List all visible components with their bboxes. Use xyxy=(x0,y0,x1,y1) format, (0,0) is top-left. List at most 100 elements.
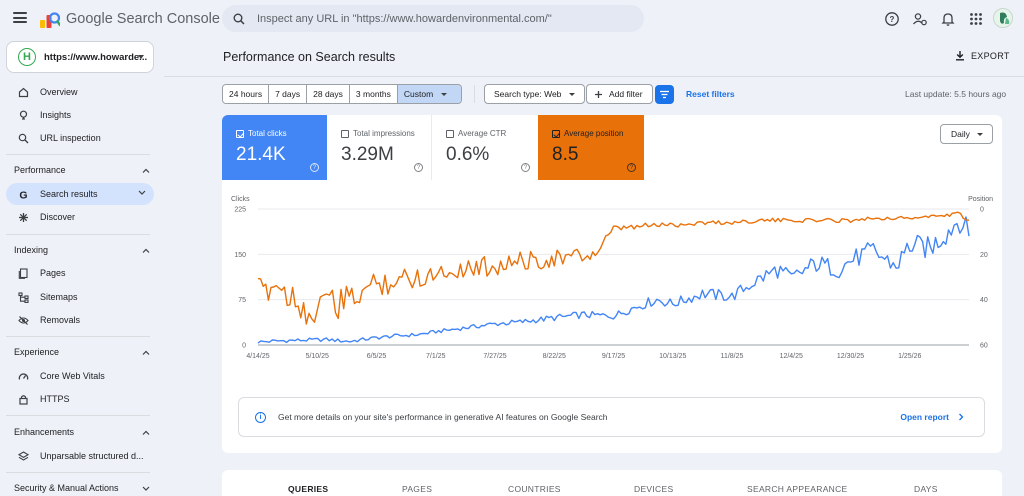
series-line-position xyxy=(257,211,970,325)
download-icon xyxy=(956,51,964,61)
dimension-tabs-card: QUERIES PAGES COUNTRIES DEVICES SEARCH A… xyxy=(222,470,1002,496)
y-right-tick-label: 0 xyxy=(980,207,984,214)
sidebar-item-label: Unparsable structured d... xyxy=(40,451,144,461)
y-left-axis-label: Clicks xyxy=(231,196,250,203)
sidebar-item-discover[interactable]: Discover xyxy=(6,206,154,228)
sidebar: H https://www.howarde... Overview Insigh… xyxy=(0,38,164,496)
x-tick-label: 6/5/25 xyxy=(367,353,387,360)
sidebar-item-overview[interactable]: Overview xyxy=(6,81,154,103)
metric-total-impressions[interactable]: Total impressions 3.29M ? xyxy=(327,115,432,180)
add-filter-label: Add filter xyxy=(609,89,643,99)
x-tick-label: 4/14/25 xyxy=(246,353,269,360)
sidebar-item-label: Insights xyxy=(40,110,72,120)
section-security-manual-actions[interactable]: Security & Manual Actions xyxy=(14,480,150,496)
url-inspect-search[interactable] xyxy=(222,5,644,32)
x-tick-label: 1/25/26 xyxy=(898,353,921,360)
help-icon[interactable]: ? xyxy=(414,163,423,172)
page-title: Performance on Search results xyxy=(223,50,396,64)
open-report-label: Open report xyxy=(900,412,949,422)
tab-countries[interactable]: COUNTRIES xyxy=(508,484,561,494)
range-28-days[interactable]: 28 days xyxy=(307,85,350,103)
section-indexing[interactable]: Indexing xyxy=(14,242,150,258)
help-icon[interactable]: ? xyxy=(310,163,319,172)
reset-filters-link[interactable]: Reset filters xyxy=(686,89,735,99)
filter-list-icon xyxy=(660,90,669,99)
sidebar-item-label: Pages xyxy=(40,268,66,278)
range-3-months[interactable]: 3 months xyxy=(349,85,398,103)
tab-days[interactable]: DAYS xyxy=(914,484,938,494)
visibility-off-icon xyxy=(17,314,29,326)
manage-users-icon[interactable] xyxy=(912,11,928,27)
metric-average-ctr[interactable]: Average CTR 0.6% ? xyxy=(432,115,538,180)
search-icon xyxy=(233,13,245,25)
sidebar-item-sitemaps[interactable]: Sitemaps xyxy=(6,286,154,308)
notifications-bell-icon[interactable] xyxy=(940,11,956,27)
x-tick-label: 7/27/25 xyxy=(483,353,506,360)
sidebar-item-pages[interactable]: Pages xyxy=(6,262,154,284)
metric-average-position[interactable]: Average position 8.5 ? xyxy=(538,115,644,180)
x-tick-label: 5/10/25 xyxy=(306,353,329,360)
tab-devices[interactable]: DEVICES xyxy=(634,484,674,494)
tab-pages[interactable]: PAGES xyxy=(402,484,433,494)
menu-icon[interactable] xyxy=(13,12,27,23)
export-button[interactable]: EXPORT xyxy=(955,50,1010,61)
performance-card: Total clicks 21.4K ? Total impressions 3… xyxy=(222,115,1002,453)
apps-grid-icon[interactable] xyxy=(968,11,984,27)
range-custom[interactable]: Custom xyxy=(397,85,462,103)
help-icon[interactable]: ? xyxy=(627,163,636,172)
sidebar-item-unparsable-structured-data[interactable]: Unparsable structured d... xyxy=(6,445,154,467)
top-bar: Google Search Console ? xyxy=(0,0,1024,38)
x-tick-label: 10/13/25 xyxy=(659,353,686,360)
search-console-logo-icon xyxy=(40,12,60,28)
metric-total-clicks[interactable]: Total clicks 21.4K ? xyxy=(222,115,327,180)
y-left-tick-label: 150 xyxy=(234,252,246,259)
sidebar-divider xyxy=(6,234,150,235)
checkbox-unchecked-icon[interactable] xyxy=(446,129,454,138)
url-inspect-input[interactable] xyxy=(257,12,637,25)
open-report-link[interactable]: Open report xyxy=(900,412,964,422)
checkbox-checked-icon[interactable] xyxy=(236,129,244,138)
y-left-tick-label: 75 xyxy=(238,297,246,304)
sidebar-divider xyxy=(6,415,150,416)
sidebar-item-url-inspection[interactable]: URL inspection xyxy=(6,127,154,149)
metric-label: Average position xyxy=(564,129,624,138)
search-icon xyxy=(17,132,29,144)
section-experience[interactable]: Experience xyxy=(14,344,150,360)
property-selector[interactable]: H https://www.howarde... xyxy=(6,41,154,73)
checkbox-checked-icon[interactable] xyxy=(552,129,560,138)
section-performance[interactable]: Performance xyxy=(14,162,150,178)
sidebar-item-core-web-vitals[interactable]: Core Web Vitals xyxy=(6,365,154,387)
metric-label: Total clicks xyxy=(248,129,287,138)
export-label: EXPORT xyxy=(971,50,1010,61)
sidebar-item-search-results[interactable]: G Search results xyxy=(6,183,154,205)
granularity-label: Daily xyxy=(951,129,970,139)
add-filter-button[interactable]: Add filter xyxy=(586,84,653,104)
range-7-days[interactable]: 7 days xyxy=(269,85,308,103)
metric-label-row: Average position xyxy=(552,129,623,138)
account-avatar[interactable] xyxy=(993,8,1013,28)
help-icon[interactable]: ? xyxy=(884,11,900,27)
section-title: Indexing xyxy=(14,245,49,255)
chevron-up-icon xyxy=(142,168,150,173)
help-icon[interactable]: ? xyxy=(521,163,530,172)
section-enhancements[interactable]: Enhancements xyxy=(14,424,150,440)
sidebar-divider xyxy=(6,472,150,473)
metric-label: Total impressions xyxy=(353,129,415,138)
metric-label-row: Average CTR xyxy=(446,129,506,138)
x-tick-label: 9/17/25 xyxy=(602,353,625,360)
sidebar-item-label: Removals xyxy=(40,315,81,325)
ai-features-banner: i Get more details on your site's perfor… xyxy=(238,397,985,437)
sidebar-item-insights[interactable]: Insights xyxy=(6,104,154,126)
svg-text:?: ? xyxy=(890,15,895,24)
granularity-dropdown[interactable]: Daily xyxy=(940,124,993,144)
filter-settings-button[interactable] xyxy=(655,85,674,104)
metric-value: 0.6% xyxy=(446,144,490,165)
checkbox-unchecked-icon[interactable] xyxy=(341,129,349,138)
range-24-hours[interactable]: 24 hours xyxy=(223,85,270,103)
date-range-filters: 24 hours 7 days 28 days 3 months Custom xyxy=(222,84,463,104)
sidebar-item-removals[interactable]: Removals xyxy=(6,309,154,331)
tab-queries[interactable]: QUERIES xyxy=(288,484,329,494)
tab-search-appearance[interactable]: SEARCH APPEARANCE xyxy=(747,484,848,494)
search-type-dropdown[interactable]: Search type: Web xyxy=(484,84,586,104)
sidebar-item-https[interactable]: HTTPS xyxy=(6,388,154,410)
